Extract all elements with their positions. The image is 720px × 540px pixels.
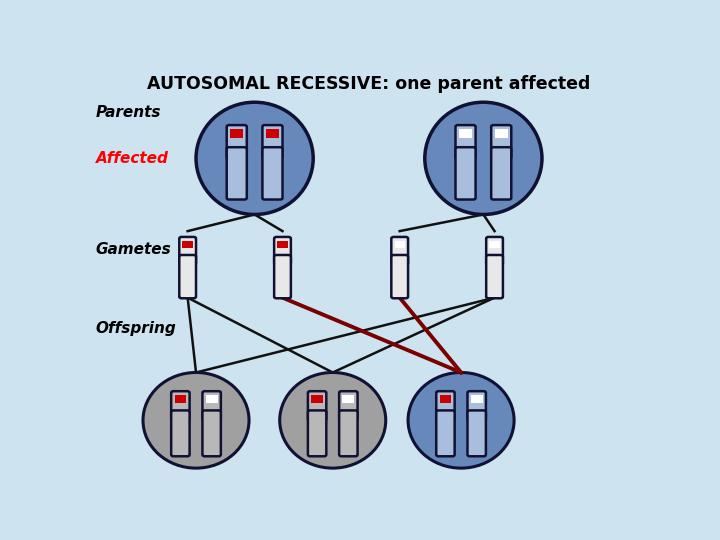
FancyBboxPatch shape [274,255,291,298]
FancyBboxPatch shape [486,237,503,265]
Text: Gametes: Gametes [96,242,171,258]
FancyBboxPatch shape [339,391,358,421]
Text: Parents: Parents [96,105,161,120]
Bar [277,240,288,248]
FancyBboxPatch shape [274,237,291,265]
FancyBboxPatch shape [491,125,511,158]
Bar [230,129,243,138]
FancyBboxPatch shape [456,125,476,158]
FancyBboxPatch shape [467,410,486,456]
Bar [174,395,186,403]
FancyBboxPatch shape [308,410,326,456]
Text: Offspring: Offspring [96,321,176,336]
FancyBboxPatch shape [456,147,476,199]
FancyBboxPatch shape [436,391,454,421]
FancyBboxPatch shape [467,391,486,421]
Bar [311,395,323,403]
FancyBboxPatch shape [392,255,408,298]
Bar [182,240,193,248]
FancyBboxPatch shape [179,255,196,298]
Bar [343,395,354,403]
FancyBboxPatch shape [227,125,247,158]
Bar [266,129,279,138]
FancyBboxPatch shape [339,410,358,456]
FancyBboxPatch shape [436,410,454,456]
Bar [471,395,482,403]
Ellipse shape [143,373,249,468]
FancyBboxPatch shape [262,147,282,199]
FancyBboxPatch shape [262,125,282,158]
FancyBboxPatch shape [202,410,221,456]
Ellipse shape [196,102,313,214]
Ellipse shape [280,373,386,468]
Bar [440,395,451,403]
Ellipse shape [408,373,514,468]
FancyBboxPatch shape [486,255,503,298]
Ellipse shape [425,102,542,214]
FancyBboxPatch shape [308,391,326,421]
Text: Affected: Affected [96,151,168,166]
Bar [490,240,500,248]
Text: AUTOSOMAL RECESSIVE: one parent affected: AUTOSOMAL RECESSIVE: one parent affected [148,75,590,93]
Bar [206,395,217,403]
FancyBboxPatch shape [392,237,408,265]
FancyBboxPatch shape [202,391,221,421]
FancyBboxPatch shape [171,391,189,421]
FancyBboxPatch shape [179,237,196,265]
FancyBboxPatch shape [227,147,247,199]
FancyBboxPatch shape [491,147,511,199]
Bar [395,240,405,248]
FancyBboxPatch shape [171,410,189,456]
Bar [495,129,508,138]
Bar [459,129,472,138]
